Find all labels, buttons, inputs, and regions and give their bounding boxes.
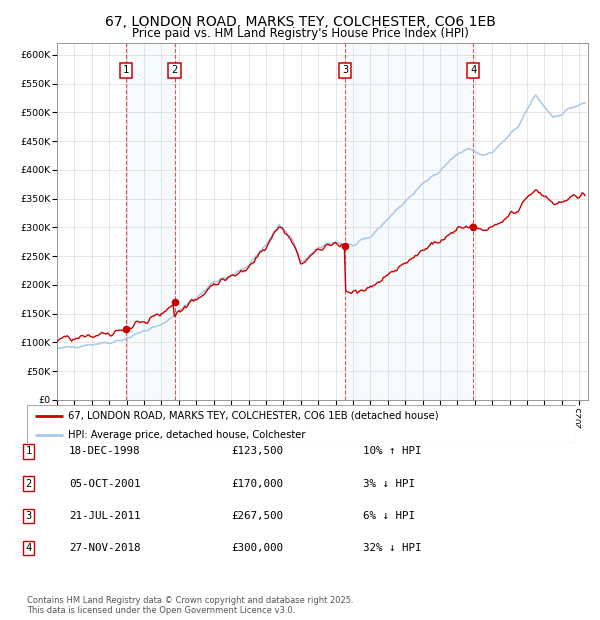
Text: 6% ↓ HPI: 6% ↓ HPI — [363, 511, 415, 521]
Text: 3: 3 — [26, 511, 32, 521]
Text: 10% ↑ HPI: 10% ↑ HPI — [363, 446, 421, 456]
Text: £123,500: £123,500 — [231, 446, 283, 456]
Text: Price paid vs. HM Land Registry's House Price Index (HPI): Price paid vs. HM Land Registry's House … — [131, 27, 469, 40]
Text: 1: 1 — [123, 66, 129, 76]
Text: £267,500: £267,500 — [231, 511, 283, 521]
Text: £300,000: £300,000 — [231, 543, 283, 553]
Text: HPI: Average price, detached house, Colchester: HPI: Average price, detached house, Colc… — [68, 430, 305, 440]
Text: 2: 2 — [26, 479, 32, 489]
Text: 2: 2 — [172, 66, 178, 76]
Text: 3: 3 — [342, 66, 348, 76]
Bar — [126, 43, 175, 400]
Text: 21-JUL-2011: 21-JUL-2011 — [69, 511, 140, 521]
FancyBboxPatch shape — [27, 405, 576, 443]
Text: 27-NOV-2018: 27-NOV-2018 — [69, 543, 140, 553]
Bar — [345, 43, 473, 400]
Text: £170,000: £170,000 — [231, 479, 283, 489]
Text: 4: 4 — [470, 66, 476, 76]
Text: 1: 1 — [26, 446, 32, 456]
Text: 4: 4 — [26, 543, 32, 553]
Text: 18-DEC-1998: 18-DEC-1998 — [69, 446, 140, 456]
Text: 3% ↓ HPI: 3% ↓ HPI — [363, 479, 415, 489]
Text: Contains HM Land Registry data © Crown copyright and database right 2025.
This d: Contains HM Land Registry data © Crown c… — [27, 596, 353, 615]
Text: 67, LONDON ROAD, MARKS TEY, COLCHESTER, CO6 1EB: 67, LONDON ROAD, MARKS TEY, COLCHESTER, … — [104, 16, 496, 30]
Text: 32% ↓ HPI: 32% ↓ HPI — [363, 543, 421, 553]
Text: 67, LONDON ROAD, MARKS TEY, COLCHESTER, CO6 1EB (detached house): 67, LONDON ROAD, MARKS TEY, COLCHESTER, … — [68, 410, 439, 420]
Text: 05-OCT-2001: 05-OCT-2001 — [69, 479, 140, 489]
